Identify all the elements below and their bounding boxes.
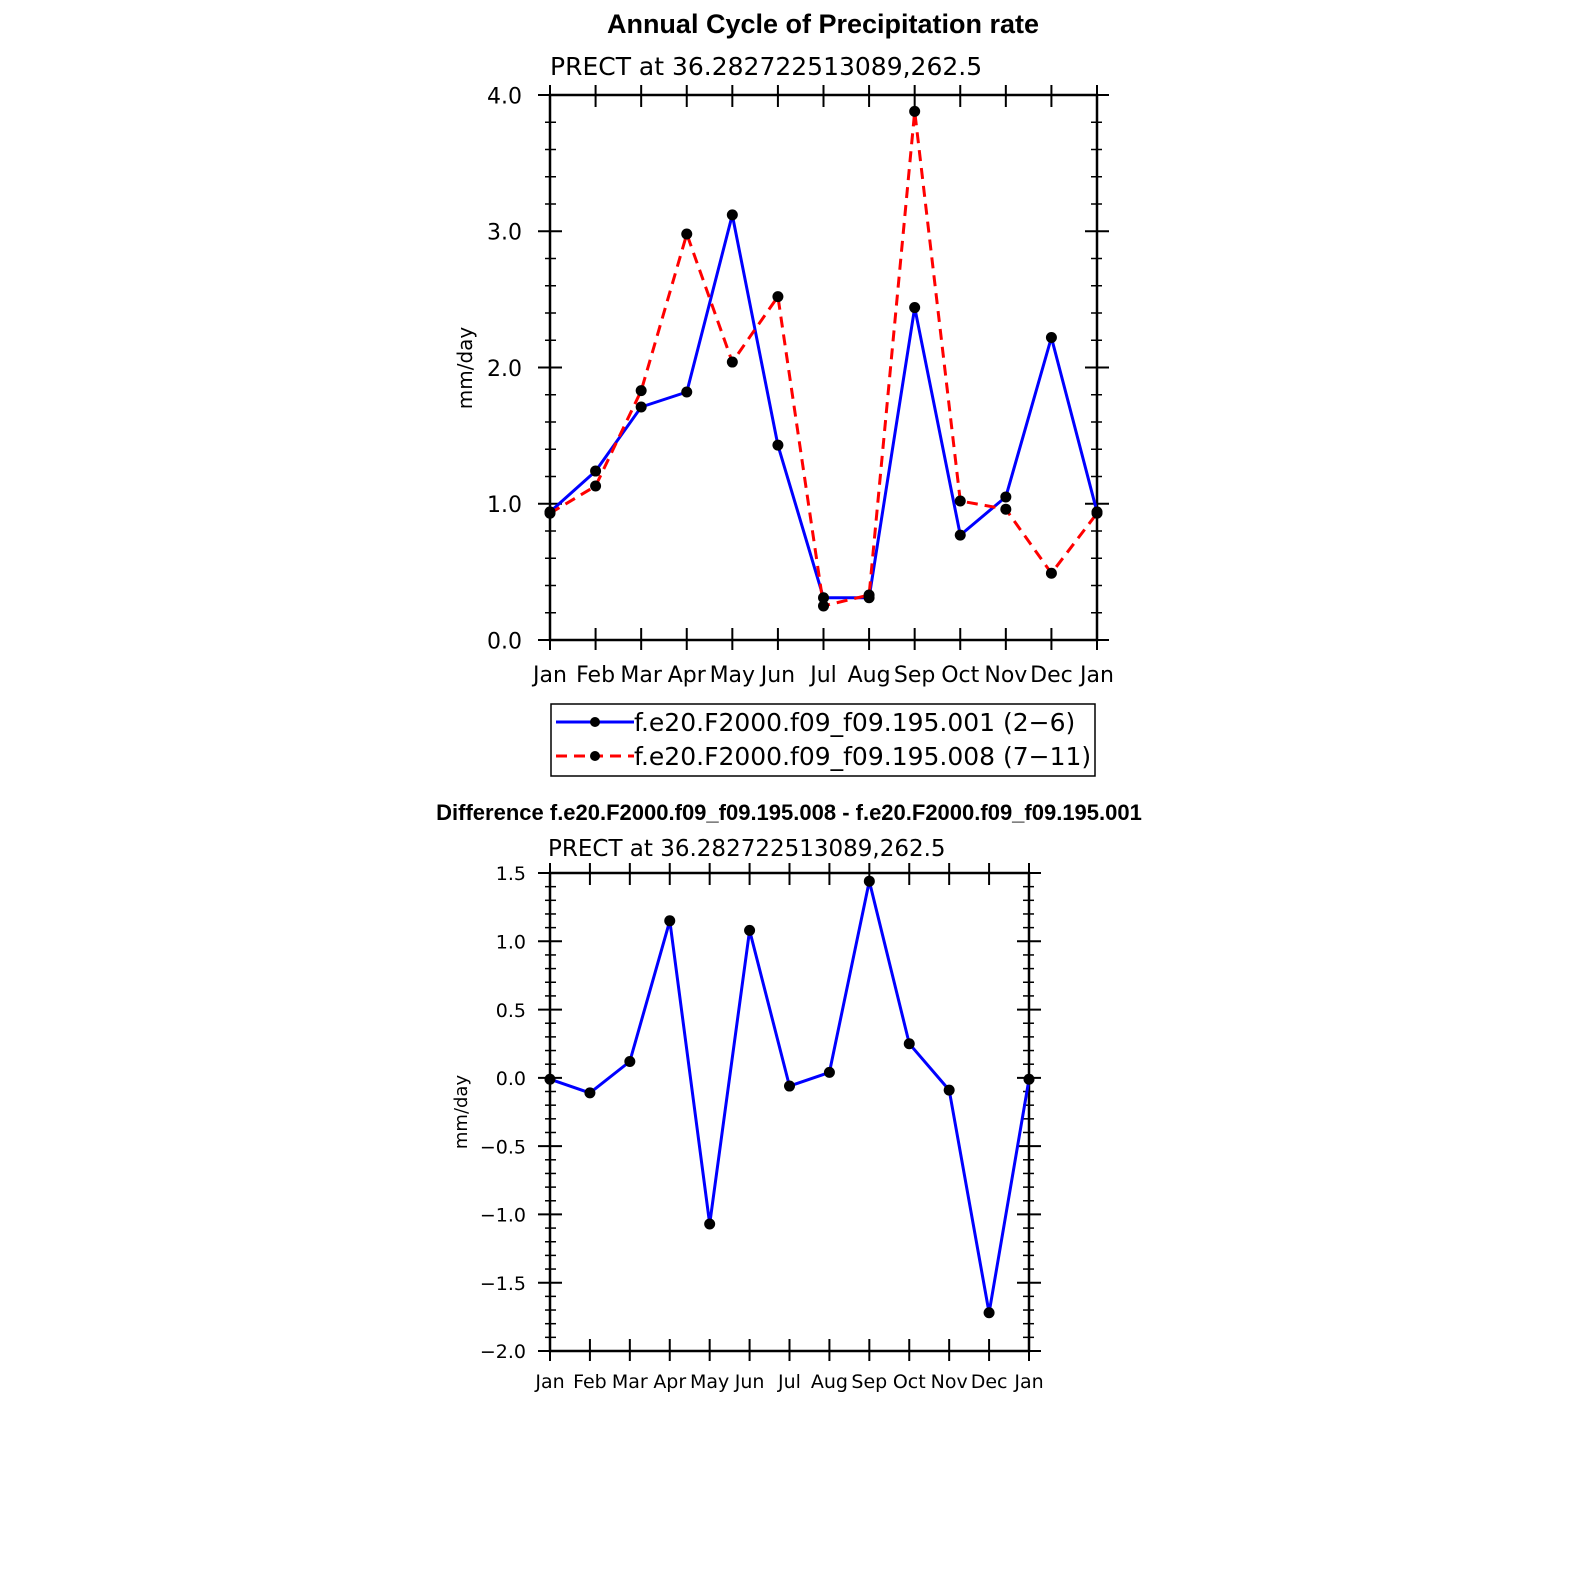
- data-point-series-1-nov: [943, 1084, 955, 1096]
- data-point-series-2-jul: [818, 600, 829, 612]
- data-point-series-1-may: [726, 209, 738, 221]
- legend-label-series-2: f.e20.F2000.f09_f09.195.008 (7−11): [634, 742, 1091, 771]
- x-tick-label: Oct: [893, 1371, 926, 1393]
- x-tick-label: Feb: [573, 1371, 607, 1393]
- data-point-series-1-jan: [544, 1073, 556, 1085]
- data-point-series-2-may: [726, 356, 738, 368]
- chart-title: Difference f.e20.F2000.f09_f09.195.008 -…: [436, 800, 1142, 825]
- legend-marker-series-2: [590, 751, 600, 761]
- x-tick-label: Apr: [668, 663, 707, 688]
- data-point-series-2-oct: [954, 495, 966, 507]
- y-tick-label: 2.0: [487, 357, 522, 382]
- y-tick-label: 1.0: [487, 493, 522, 518]
- x-tick-label: Dec: [1030, 663, 1073, 688]
- series-line-1: [548, 213, 1099, 600]
- y-tick-label: −2.0: [480, 1341, 526, 1363]
- data-point-series-1-apr: [664, 915, 676, 927]
- data-point-series-2-feb: [590, 480, 602, 492]
- y-axis-label: mm/day: [453, 327, 477, 410]
- y-axis-label: mm/day: [451, 1075, 472, 1150]
- data-point-series-1-sep: [863, 875, 875, 887]
- data-point-series-1-jun: [772, 439, 784, 451]
- data-point-series-1-jul: [784, 1080, 795, 1092]
- chart-title: Annual Cycle of Precipitation rate: [607, 9, 1039, 39]
- y-tick-label: 0.0: [496, 1068, 526, 1090]
- data-point-series-1-mar: [635, 401, 647, 413]
- x-tick-label: Mar: [612, 1371, 648, 1393]
- data-point-series-1-sep: [909, 302, 921, 314]
- x-tick-label: Dec: [971, 1371, 1008, 1393]
- x-tick-label: Jun: [759, 663, 795, 688]
- x-tick-label: Aug: [848, 663, 891, 688]
- x-tick-label: Jan: [1013, 1371, 1043, 1393]
- data-point-series-2-jun: [772, 291, 784, 303]
- data-point-series-1-aug: [823, 1066, 835, 1078]
- axes: Jan Feb Mar Apr May Jun Jul Aug Sep Oct Nov Dec Jan0…: [487, 84, 1114, 688]
- difference-panel: Difference f.e20.F2000.f09_f09.195.008 -…: [436, 800, 1142, 1393]
- data-point-series-1-dec: [983, 1307, 995, 1319]
- x-tick-label: Aug: [811, 1371, 848, 1393]
- data-point-series-2-jan: [544, 507, 556, 519]
- chart-subtitle: PRECT at 36.282722513089,262.5: [550, 52, 982, 81]
- data-point-series-2-dec: [1045, 567, 1057, 579]
- legend-label-series-1: f.e20.F2000.f09_f09.195.001 (2−6): [634, 708, 1075, 737]
- data-point-series-2-mar: [635, 385, 647, 397]
- data-point-series-1-feb: [584, 1087, 596, 1099]
- x-tick-label: Jan: [534, 1371, 564, 1393]
- data-point-series-1-feb: [590, 465, 602, 477]
- plot-frame: [548, 93, 1099, 642]
- axes: Jan Feb Mar Apr May Jun Jul Aug Sep Oct Nov Dec Jan−…: [480, 863, 1044, 1393]
- data-point-series-1-jun: [744, 924, 756, 936]
- x-tick-label: May: [710, 663, 755, 688]
- x-tick-label: Jan: [531, 663, 567, 688]
- data-point-series-1-dec: [1045, 332, 1057, 344]
- x-tick-label: Feb: [576, 663, 615, 688]
- x-tick-label: Mar: [620, 663, 662, 688]
- data-point-series-2-sep: [909, 105, 921, 117]
- series-line-2: [549, 109, 1099, 608]
- data-point-series-2-nov: [1000, 503, 1012, 515]
- x-tick-label: Nov: [931, 1371, 968, 1393]
- y-tick-label: 4.0: [487, 84, 522, 109]
- plot-frame: [548, 871, 1031, 1353]
- legend-marker-series-1: [590, 717, 600, 727]
- data-point-series-1-mar: [624, 1055, 636, 1067]
- y-tick-label: −0.5: [480, 1136, 526, 1158]
- data-point-series-2-apr: [681, 228, 693, 240]
- y-tick-label: 1.0: [496, 932, 526, 954]
- x-tick-label: May: [690, 1371, 729, 1393]
- x-tick-label: Nov: [984, 663, 1027, 688]
- data-point-series-1-oct: [954, 529, 966, 541]
- series-group: [544, 875, 1035, 1319]
- data-point-series-1-jul: [818, 592, 829, 604]
- legend: f.e20.F2000.f09_f09.195.001 (2−6) f.e20.…: [550, 703, 1096, 777]
- data-point-series-1-jan: [1023, 1073, 1035, 1085]
- data-point-series-2-aug: [863, 589, 875, 601]
- annual-cycle-panel: Annual Cycle of Precipitation rate PRECT…: [453, 9, 1114, 777]
- series-group: [544, 105, 1103, 612]
- data-point-series-1-apr: [681, 386, 693, 398]
- chart-subtitle: PRECT at 36.282722513089,262.5: [548, 836, 946, 862]
- x-tick-label: Jul: [808, 663, 837, 688]
- x-tick-label: Jul: [777, 1371, 801, 1393]
- data-point-series-1-oct: [903, 1038, 915, 1050]
- y-tick-label: 0.0: [487, 629, 522, 654]
- y-tick-label: 0.5: [496, 1000, 526, 1022]
- legend-box: [550, 703, 1096, 777]
- y-tick-label: 1.5: [496, 863, 526, 885]
- x-tick-label: Apr: [653, 1371, 686, 1393]
- x-tick-label: Jan: [1078, 663, 1114, 688]
- data-point-series-1-nov: [1000, 491, 1012, 503]
- x-tick-label: Sep: [894, 663, 935, 688]
- y-tick-label: −1.5: [480, 1273, 526, 1295]
- y-tick-label: −1.0: [480, 1205, 526, 1227]
- x-tick-label: Oct: [941, 663, 979, 688]
- data-point-series-1-may: [704, 1218, 716, 1230]
- data-point-series-2-jan: [1091, 507, 1103, 519]
- x-tick-label: Sep: [851, 1371, 887, 1393]
- x-tick-label: Jun: [734, 1371, 765, 1393]
- y-tick-label: 3.0: [487, 221, 522, 246]
- series-line-1: [549, 879, 1031, 1315]
